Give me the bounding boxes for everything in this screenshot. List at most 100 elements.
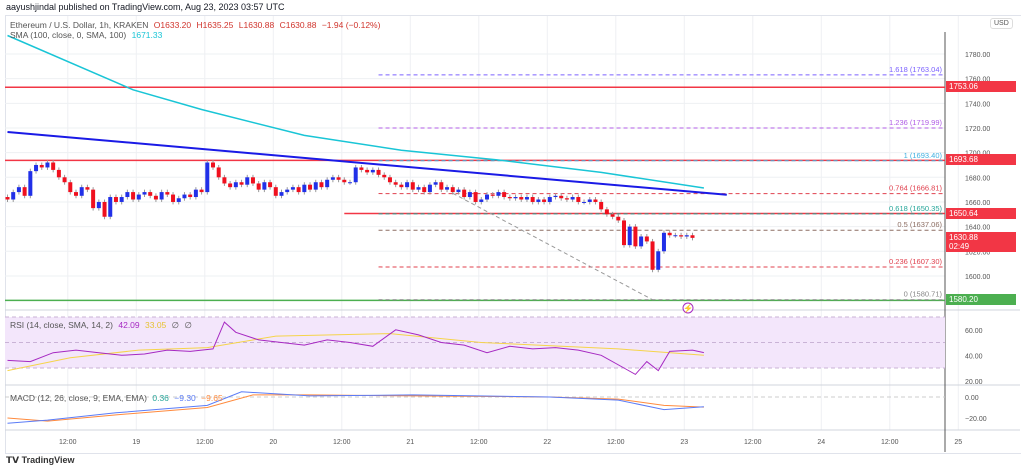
candle-body <box>188 194 193 198</box>
price-tick-label: 1620.00 <box>965 249 990 256</box>
sma-legend[interactable]: SMA (100, close, 0, SMA, 100) 1671.33 <box>10 30 165 40</box>
candle-body <box>348 182 352 184</box>
candle-body <box>650 241 655 270</box>
currency-label[interactable]: USD <box>990 18 1013 29</box>
candle-body <box>205 162 210 193</box>
candle-body <box>467 192 472 198</box>
candle-body <box>233 182 238 188</box>
fib-level-label: 1.236 (1719.99) <box>889 118 942 127</box>
candle-body <box>661 232 666 252</box>
candle-body <box>96 201 101 209</box>
candle-body <box>582 201 587 203</box>
candle-body <box>433 182 438 185</box>
candle-body <box>479 199 484 202</box>
price-tick-label: 1600.00 <box>965 274 990 281</box>
candle-body <box>587 199 592 202</box>
candle-body <box>422 187 427 193</box>
candle-body <box>439 182 444 190</box>
candle-body <box>34 164 39 172</box>
price-badge-1753: 1753.06 <box>946 81 1016 93</box>
publisher-header: aayushjindal published on TradingView.co… <box>6 2 285 12</box>
time-tick-label: 12:00 <box>744 439 762 446</box>
candle-body <box>68 182 73 193</box>
macd-legend[interactable]: MACD (12, 26, close, 9, EMA, EMA) 0.36 −… <box>10 393 226 403</box>
macd-signal-value: −9.65 <box>201 393 223 403</box>
candle-body <box>342 179 347 183</box>
time-tick-label: 21 <box>406 439 414 446</box>
brand-name: TradingView <box>21 455 75 465</box>
candle-body <box>359 167 364 170</box>
macd-label: MACD (12, 26, close, 9, EMA, EMA) <box>10 393 147 403</box>
candle-body <box>336 177 341 180</box>
candle-body <box>530 197 535 202</box>
candle-body <box>199 189 204 193</box>
macd-value: −9.30 <box>174 393 196 403</box>
candle-body <box>553 195 558 198</box>
candle-body <box>370 169 375 173</box>
candle-body <box>262 182 267 190</box>
descending-trendline <box>7 131 727 196</box>
price-tick-label: 1780.00 <box>965 52 990 59</box>
rsi-label: RSI (14, close, SMA, 14, 2) <box>10 320 113 330</box>
candle-body <box>250 177 255 184</box>
rsi-na-2: ∅ <box>184 320 192 330</box>
sma-100-line <box>7 34 705 189</box>
candle-body <box>564 198 569 200</box>
candle-body <box>536 199 541 202</box>
time-tick-label: 12:00 <box>333 439 351 446</box>
candle-body <box>507 197 512 199</box>
candle-body <box>387 177 392 183</box>
candle-body <box>325 179 330 188</box>
candle-body <box>22 187 27 196</box>
candle-body <box>222 177 227 184</box>
candle-body <box>547 197 552 202</box>
time-tick-label: 23 <box>680 439 688 446</box>
candle-body <box>576 197 581 202</box>
candle-body <box>610 214 615 217</box>
macd-signal-line <box>7 394 704 422</box>
candle-body <box>148 192 153 196</box>
candle-body <box>542 199 547 202</box>
candle-body <box>16 187 21 193</box>
candle-body <box>365 169 370 173</box>
open-value: O1633.20 <box>153 20 192 30</box>
candle-body <box>302 184 307 193</box>
candle-body <box>559 195 564 199</box>
price-tick-label: 1680.00 <box>965 175 990 182</box>
bar-countdown: 02:49 <box>949 241 970 251</box>
macd-line <box>7 391 704 424</box>
candle-body <box>570 197 575 200</box>
candle-body <box>656 251 661 270</box>
rsi-na-1: ∅ <box>171 320 180 330</box>
candle-body <box>193 189 198 198</box>
candle-body <box>245 177 250 185</box>
low-value: L1630.88 <box>238 20 275 30</box>
candle-body <box>644 236 649 242</box>
price-badge-1693: 1693.68 <box>946 154 1016 166</box>
rsi-tick-label: 20.00 <box>965 379 983 386</box>
candle-body <box>153 195 158 200</box>
candle-body <box>599 201 604 210</box>
candle-body <box>119 197 124 202</box>
candle-body <box>228 183 233 188</box>
candle-body <box>513 197 518 199</box>
candle-body <box>673 235 678 237</box>
candle-body <box>524 197 529 200</box>
price-tick-label: 1720.00 <box>965 126 990 133</box>
candle-body <box>85 187 90 190</box>
candle-body <box>273 187 278 196</box>
candle-body <box>490 194 495 196</box>
candle-body <box>79 187 84 196</box>
logo-mark-icon: 𝗧𝗩 <box>6 455 22 465</box>
candle-body <box>382 174 387 178</box>
last-price-badge: 1630.88 02:49 <box>946 231 1016 252</box>
symbol-name[interactable]: Ethereum / U.S. Dollar, 1h, KRAKEN <box>10 20 149 30</box>
last-price: 1630.88 <box>949 232 978 242</box>
candle-body <box>667 232 672 236</box>
candle-body <box>308 184 313 190</box>
candle-body <box>216 167 221 178</box>
rsi-legend[interactable]: RSI (14, close, SMA, 14, 2) 42.09 33.05 … <box>10 320 195 331</box>
candle-body <box>176 198 181 202</box>
tradingview-logo[interactable]: 𝗧𝗩 TradingView <box>6 455 74 466</box>
